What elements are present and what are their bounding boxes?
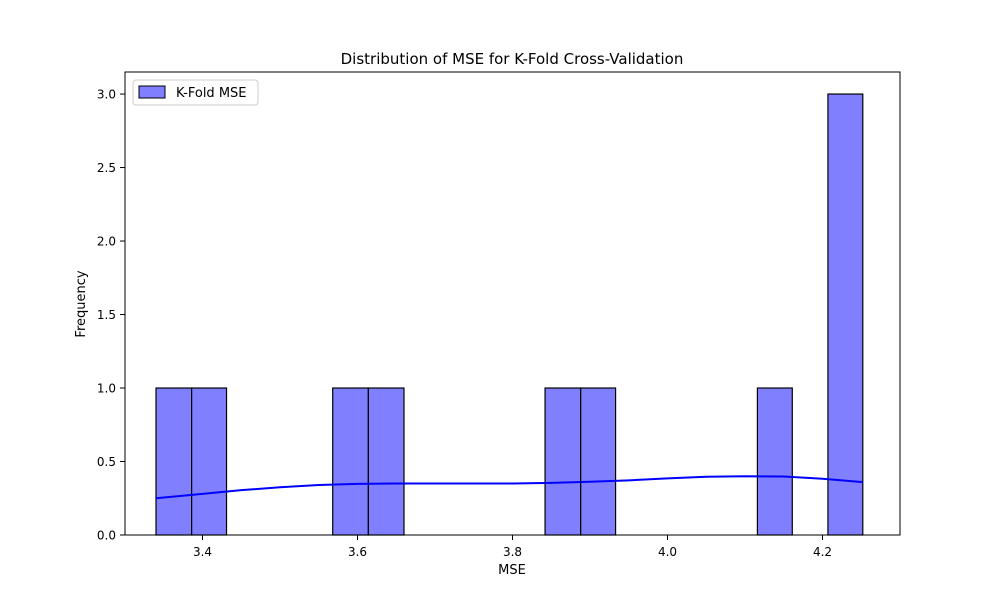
bars-layer <box>155 93 864 536</box>
kde-curve <box>155 475 863 500</box>
histogram-bar-2 <box>191 387 228 536</box>
x-axis-label: MSE <box>498 563 526 578</box>
x-tick-label-4.0: 4.0 <box>658 545 677 559</box>
x-tick-label-3.8: 3.8 <box>503 545 522 559</box>
y-tick-label-0.5: 0.5 <box>97 455 116 469</box>
legend: K-Fold MSE <box>132 79 259 106</box>
chart-title: Distribution of MSE for K-Fold Cross-Val… <box>341 50 684 68</box>
y-tick-label-0.0: 0.0 <box>97 529 116 543</box>
y-tick-label-1.0: 1.0 <box>97 382 116 396</box>
y-tick-label-3.0: 3.0 <box>97 88 116 102</box>
y-tick-label-1.5: 1.5 <box>97 308 116 322</box>
y-tick-label-2.0: 2.0 <box>97 235 116 249</box>
x-axis-ticks: 3.4 3.6 3.8 4.0 4.2 <box>193 535 832 559</box>
legend-swatch-k-fold-mse <box>138 85 166 99</box>
histogram-bar-7 <box>756 387 793 536</box>
histogram-bar-5 <box>544 387 582 536</box>
y-axis-label: Frequency <box>74 270 89 337</box>
histogram-bar-6 <box>580 387 617 536</box>
histogram-bar-8 <box>827 93 864 536</box>
histogram-bar-3 <box>332 387 369 536</box>
histogram-bar-1 <box>155 387 193 536</box>
histogram-bar-4 <box>367 387 405 536</box>
legend-label-k-fold-mse: K-Fold MSE <box>176 86 247 101</box>
y-tick-label-2.5: 2.5 <box>97 161 116 175</box>
x-tick-label-3.4: 3.4 <box>193 545 212 559</box>
x-tick-label-3.6: 3.6 <box>348 545 367 559</box>
y-axis-ticks: 0.0 0.5 1.0 1.5 2.0 2.5 3.0 <box>97 88 125 543</box>
x-tick-label-4.2: 4.2 <box>813 545 832 559</box>
